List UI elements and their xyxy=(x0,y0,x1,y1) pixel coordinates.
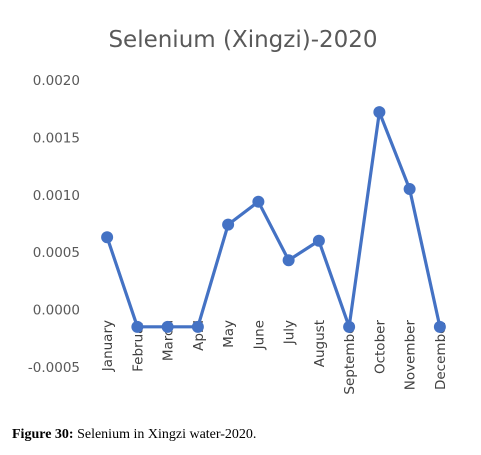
chart-title: Selenium (Xingzi)-2020 xyxy=(108,27,377,53)
line-chart: Selenium (Xingzi)-2020 0.0020 0.0015 0.001… xyxy=(28,27,449,395)
data-point-marker xyxy=(161,320,174,333)
y-tick-label: -0.0005 xyxy=(28,360,80,376)
x-category-label: July xyxy=(282,320,298,345)
x-category-label: December xyxy=(433,320,449,390)
x-category-label: January xyxy=(100,320,116,372)
series-line xyxy=(101,106,446,333)
x-category-label: November xyxy=(403,320,419,391)
x-category-label: August xyxy=(312,320,328,367)
data-point-marker xyxy=(433,320,446,333)
data-point-marker xyxy=(191,320,204,333)
caption-label: Figure 30: xyxy=(12,427,74,442)
y-tick-label: 0.0020 xyxy=(33,73,80,89)
data-point-marker xyxy=(282,254,295,267)
y-tick-label: 0.0015 xyxy=(33,130,80,146)
x-category-label: May xyxy=(221,320,237,348)
y-tick-label: 0.0010 xyxy=(33,188,80,204)
series-polyline xyxy=(105,110,442,329)
x-category-label: Februar xyxy=(130,320,146,372)
data-point-marker xyxy=(101,231,114,244)
y-tick-label: 0.0005 xyxy=(33,245,80,261)
data-point-marker xyxy=(403,183,416,196)
x-category-label: June xyxy=(251,320,267,350)
data-point-marker xyxy=(131,320,144,333)
data-point-marker xyxy=(343,320,356,333)
caption-text: Selenium in Xingzi water-2020. xyxy=(77,427,257,442)
data-point-marker xyxy=(312,234,325,247)
x-axis-category-labels: January Februar March April May June July Augus… xyxy=(100,320,449,395)
data-point-marker xyxy=(252,195,265,208)
y-tick-label: 0.0000 xyxy=(33,303,80,319)
x-category-label: September xyxy=(342,320,358,395)
data-point-marker xyxy=(222,218,235,231)
x-category-label: October xyxy=(372,320,388,374)
y-axis-tick-labels: 0.0020 0.0015 0.0010 0.0005 0.0000 -0.0005 xyxy=(28,73,80,376)
figure-caption: Figure 30: Selenium in Xingzi water-2020… xyxy=(12,427,256,443)
data-point-marker xyxy=(373,106,386,119)
